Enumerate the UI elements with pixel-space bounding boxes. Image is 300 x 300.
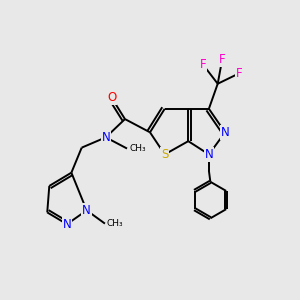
Text: N: N: [82, 204, 91, 217]
Text: N: N: [101, 131, 110, 144]
Text: F: F: [219, 53, 226, 66]
Text: O: O: [107, 92, 116, 104]
Text: S: S: [161, 148, 168, 161]
Text: CH₃: CH₃: [129, 144, 146, 153]
Text: N: N: [221, 126, 230, 139]
Text: F: F: [236, 67, 242, 80]
Text: F: F: [200, 58, 206, 71]
Text: CH₃: CH₃: [106, 219, 123, 228]
Text: N: N: [63, 218, 71, 231]
Text: N: N: [205, 148, 213, 161]
